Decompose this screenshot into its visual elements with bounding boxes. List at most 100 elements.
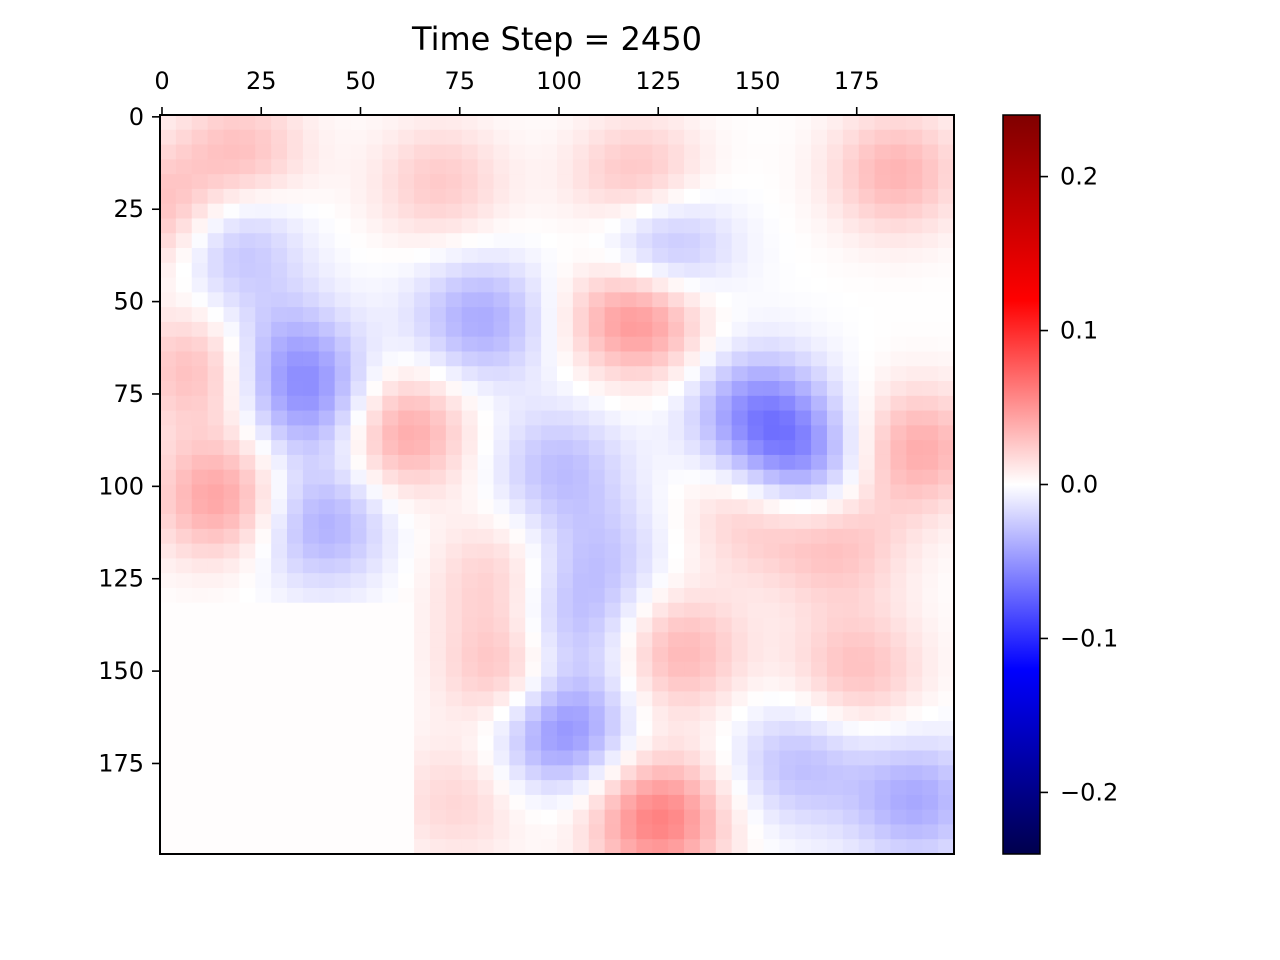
heatmap-cell (763, 676, 780, 693)
heatmap-cell (684, 809, 701, 826)
heatmap-cell (747, 115, 765, 131)
heatmap-cell (668, 558, 685, 574)
heatmap-cell (731, 410, 749, 426)
heatmap-cell (811, 720, 828, 737)
heatmap-cell (541, 780, 558, 796)
heatmap-cell (493, 321, 510, 338)
heatmap-cell (906, 307, 923, 323)
heatmap-cell (287, 469, 304, 486)
heatmap-cell (747, 351, 765, 367)
heatmap-cell (255, 203, 272, 220)
heatmap-cell (160, 780, 177, 796)
heatmap-cell (350, 720, 368, 737)
heatmap-cell (350, 351, 368, 367)
heatmap-cell (318, 248, 336, 264)
heatmap-cell (938, 632, 955, 648)
heatmap-cell (477, 410, 495, 426)
heatmap-cell (636, 647, 653, 663)
heatmap-cell (842, 587, 860, 604)
heatmap-cell (763, 706, 780, 722)
heatmap-cell (922, 321, 939, 338)
heatmap-cell (922, 676, 939, 693)
heatmap-cell (302, 839, 320, 855)
heatmap-cell (382, 115, 399, 131)
heatmap-cell (572, 647, 590, 663)
x-axis-ticks: 0 25 50 75 100 125 150 175 (154, 67, 880, 115)
x-tick-label: 100 (536, 67, 582, 95)
heatmap-cell (382, 484, 399, 500)
heatmap-cell (287, 661, 304, 678)
heatmap-cell (652, 336, 669, 353)
heatmap-cell (239, 780, 256, 796)
heatmap-cell (382, 780, 399, 796)
heatmap-cell (763, 514, 780, 530)
heatmap-cell (842, 573, 860, 589)
heatmap-cell (588, 410, 606, 426)
heatmap-cell (334, 824, 352, 840)
heatmap-cell (699, 484, 717, 500)
heatmap-cell (175, 750, 193, 766)
heatmap-cell (445, 144, 463, 160)
heatmap-cell (572, 661, 590, 678)
heatmap-cell (461, 129, 479, 146)
heatmap-cell (620, 499, 637, 515)
heatmap-cell (795, 780, 812, 796)
heatmap-cell (811, 514, 828, 530)
heatmap-cell (271, 543, 288, 559)
heatmap-cell (271, 499, 288, 515)
heatmap-cell (922, 425, 939, 441)
heatmap-cell (826, 292, 844, 308)
heatmap-cell (239, 765, 256, 781)
heatmap-cell (525, 129, 542, 146)
heatmap-cell (842, 691, 860, 707)
heatmap-cell (731, 602, 749, 619)
heatmap-cell (731, 454, 749, 471)
heatmap-cell (318, 159, 336, 175)
heatmap-cell (699, 765, 717, 781)
heatmap-cell (509, 307, 526, 323)
heatmap-cell (858, 780, 876, 796)
heatmap-cell (223, 499, 240, 515)
heatmap-cell (826, 691, 844, 707)
heatmap-cell (334, 262, 352, 279)
heatmap-cell (223, 381, 240, 397)
heatmap-cell (541, 750, 558, 766)
heatmap-cell (938, 794, 955, 811)
heatmap-cell (731, 573, 749, 589)
heatmap-cell (938, 558, 955, 574)
heatmap-cell (699, 558, 717, 574)
heatmap-cell (795, 617, 812, 633)
heatmap-cell (461, 174, 479, 190)
heatmap-cell (588, 262, 606, 279)
heatmap-cell (938, 676, 955, 693)
heatmap-cell (588, 440, 606, 456)
heatmap-cell (826, 632, 844, 648)
heatmap-cell (557, 366, 574, 382)
heatmap-cell (509, 115, 526, 131)
heatmap-cell (588, 558, 606, 574)
heatmap-cell (557, 558, 574, 574)
heatmap-cell (842, 366, 860, 382)
heatmap-cell (731, 395, 749, 412)
heatmap-cell (350, 587, 368, 604)
heatmap-cell (890, 144, 907, 160)
heatmap-cell (541, 381, 558, 397)
heatmap-cell (382, 661, 399, 678)
heatmap-cell (620, 794, 637, 811)
heatmap-cell (715, 617, 733, 633)
heatmap-cell (922, 351, 939, 367)
heatmap-cell (398, 321, 415, 338)
heatmap-cell (366, 248, 383, 264)
heatmap-cell (429, 469, 447, 486)
heatmap-cell (509, 499, 526, 515)
heatmap-cell (477, 484, 495, 500)
heatmap-cell (684, 617, 701, 633)
heatmap-cell (557, 144, 574, 160)
heatmap-cell (684, 558, 701, 574)
heatmap-cell (541, 159, 558, 175)
heatmap-cell (922, 691, 939, 707)
heatmap-cell (429, 188, 447, 205)
heatmap-cell (906, 381, 923, 397)
heatmap-cell (890, 381, 907, 397)
heatmap-cell (795, 410, 812, 426)
